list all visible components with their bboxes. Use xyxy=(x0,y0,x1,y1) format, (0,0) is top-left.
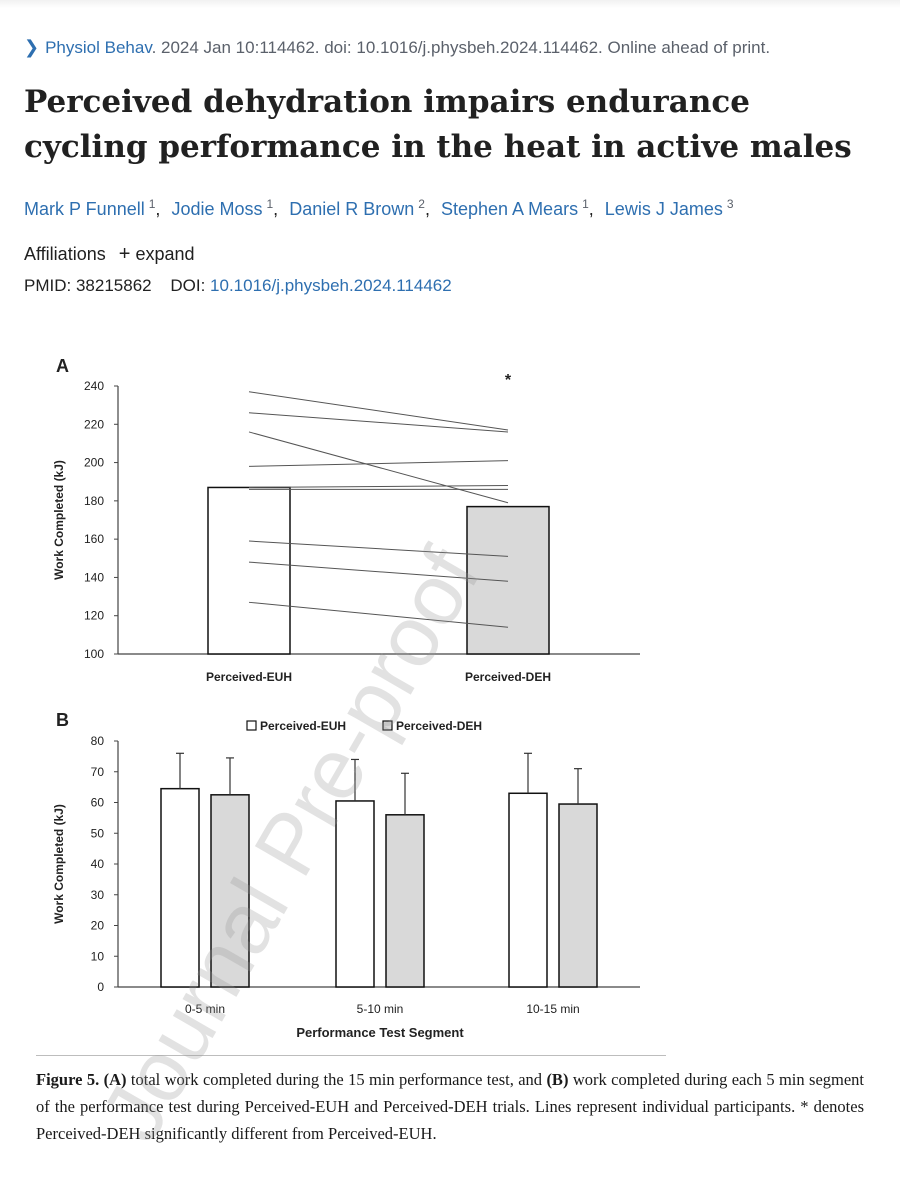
participant-line xyxy=(248,601,509,628)
doi-label: DOI: xyxy=(170,276,206,295)
y-tick-label: 240 xyxy=(84,379,104,393)
y-tick-label: 220 xyxy=(84,417,104,431)
y-axis-label: Work Completed (kJ) xyxy=(52,460,66,580)
panel-label: B xyxy=(56,710,69,730)
citation-line: ❯ Physiol Behav. 2024 Jan 10:114462. doi:… xyxy=(24,37,770,58)
bar xyxy=(385,814,425,988)
bar xyxy=(335,800,375,988)
y-tick-label: 20 xyxy=(91,919,105,933)
y-tick-label: 30 xyxy=(91,888,105,902)
significance-marker: * xyxy=(505,372,512,389)
author-link[interactable]: Mark P Funnell xyxy=(24,199,145,219)
participant-line xyxy=(248,485,509,488)
author-affiliation-number[interactable]: 2 xyxy=(418,197,425,211)
caption-b-tag: (B) xyxy=(546,1070,569,1089)
y-tick-label: 60 xyxy=(91,796,105,810)
y-tick-label: 0 xyxy=(97,980,104,994)
y-tick-label: 10 xyxy=(91,949,105,963)
plus-icon: + xyxy=(118,243,131,265)
expand-label: expand xyxy=(135,244,195,264)
y-tick-label: 160 xyxy=(84,532,104,546)
bar xyxy=(210,794,250,988)
article-identifiers: PMID: 38215862 DOI: 10.1016/j.physbeh.20… xyxy=(24,276,452,296)
author-affiliation-number[interactable]: 3 xyxy=(726,197,734,211)
y-tick-label: 180 xyxy=(84,494,104,508)
participant-line xyxy=(248,540,509,557)
y-tick-label: 100 xyxy=(84,647,104,661)
legend-label: Perceived-EUH xyxy=(260,719,346,733)
participant-line xyxy=(248,412,509,433)
bar xyxy=(466,505,550,655)
x-tick-label: 10-15 min xyxy=(526,1002,579,1016)
author-affiliation-number[interactable]: 1 xyxy=(582,197,589,211)
y-tick-label: 70 xyxy=(91,765,105,779)
caption-a-tag: (A) xyxy=(103,1070,127,1089)
bar xyxy=(508,792,548,988)
legend-swatch xyxy=(382,720,393,731)
author-link[interactable]: Lewis J James xyxy=(604,199,723,219)
caption-label: Figure 5. xyxy=(36,1070,100,1089)
legend-label: Perceived-DEH xyxy=(396,719,482,733)
y-tick-label: 140 xyxy=(84,570,104,584)
bar xyxy=(207,486,291,655)
y-tick-label: 50 xyxy=(91,826,105,840)
y-tick-label: 200 xyxy=(84,456,104,470)
bar xyxy=(558,803,598,988)
doi-link[interactable]: 10.1016/j.physbeh.2024.114462 xyxy=(210,276,452,295)
panel-label: A xyxy=(56,356,69,376)
author-link[interactable]: Jodie Moss xyxy=(171,199,263,219)
author-link[interactable]: Stephen A Mears xyxy=(440,199,579,219)
y-axis-label: Work Completed (kJ) xyxy=(52,804,66,924)
author-link[interactable]: Daniel R Brown xyxy=(289,199,415,219)
author-list: Mark P Funnell 1, Jodie Moss 1, Daniel R B… xyxy=(24,197,734,219)
participant-line xyxy=(248,561,509,582)
affiliations-label: Affiliations xyxy=(24,244,106,264)
participant-line xyxy=(248,460,509,467)
x-tick-label: Perceived-DEH xyxy=(465,670,551,684)
affiliations-toggle[interactable]: Affiliations + expand xyxy=(24,243,195,266)
caption-b-text: work completed during each 5 min segment… xyxy=(36,1070,865,1143)
caption-divider xyxy=(36,1055,666,1056)
participant-line xyxy=(248,431,509,504)
x-tick-label: 0-5 min xyxy=(185,1002,225,1016)
figure-caption: Figure 5. (A) total work completed durin… xyxy=(36,1066,864,1147)
x-tick-label: Perceived-EUH xyxy=(206,670,292,684)
article-title: Perceived dehydration impairs endurance … xyxy=(24,84,852,165)
y-tick-label: 120 xyxy=(84,609,104,623)
pmid-value: 38215862 xyxy=(75,276,152,295)
pmid-label: PMID: xyxy=(24,276,72,295)
participant-line xyxy=(248,391,509,431)
y-tick-label: 80 xyxy=(91,734,105,748)
author-affiliation-number[interactable]: 1 xyxy=(148,197,156,211)
y-tick-label: 40 xyxy=(91,857,105,871)
chevron-right-icon[interactable]: ❯ xyxy=(24,37,40,57)
x-axis-label: Performance Test Segment xyxy=(296,1025,464,1040)
legend-swatch xyxy=(246,720,257,731)
bar xyxy=(160,787,200,988)
top-divider xyxy=(0,0,900,8)
caption-a-text: total work completed during the 15 min p… xyxy=(126,1070,547,1089)
author-affiliation-number[interactable]: 1 xyxy=(266,197,274,211)
citation-details: . 2024 Jan 10:114462. doi: 10.1016/j.phy… xyxy=(151,38,771,57)
journal-link[interactable]: Physiol Behav xyxy=(45,38,152,57)
x-tick-label: 5-10 min xyxy=(357,1002,404,1016)
